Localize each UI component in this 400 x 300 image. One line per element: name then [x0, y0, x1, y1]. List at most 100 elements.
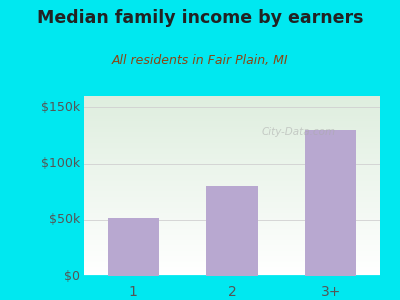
Bar	[84, 159, 380, 160]
Bar	[84, 186, 380, 187]
Bar	[84, 96, 380, 97]
Bar	[84, 268, 380, 269]
Bar	[84, 103, 380, 104]
Bar	[84, 193, 380, 194]
Bar	[84, 206, 380, 207]
Bar	[84, 133, 380, 134]
Bar	[84, 168, 380, 169]
Bar	[84, 151, 380, 152]
Bar	[84, 264, 380, 265]
Bar	[84, 185, 380, 186]
Bar	[84, 152, 380, 153]
Bar	[84, 213, 380, 214]
Text: City-Data.com: City-Data.com	[262, 127, 336, 137]
Bar	[84, 220, 380, 221]
Bar	[84, 196, 380, 197]
Bar	[84, 144, 380, 145]
Bar	[84, 162, 380, 163]
Bar	[84, 155, 380, 156]
Bar	[84, 236, 380, 237]
Bar	[84, 126, 380, 127]
Bar	[84, 132, 380, 133]
Text: $150k: $150k	[41, 101, 80, 114]
Bar	[84, 262, 380, 263]
Bar	[84, 242, 380, 243]
Bar	[84, 143, 380, 144]
Bar	[84, 243, 380, 244]
Bar	[84, 274, 380, 275]
Bar	[84, 253, 380, 254]
Bar	[84, 204, 380, 205]
Bar	[84, 119, 380, 120]
Bar	[84, 116, 380, 117]
Bar	[84, 201, 380, 202]
Bar	[84, 252, 380, 253]
Bar	[84, 166, 380, 167]
Bar	[84, 160, 380, 161]
Bar	[84, 266, 380, 267]
Bar	[84, 137, 380, 138]
Bar	[84, 170, 380, 171]
Bar	[84, 138, 380, 139]
Bar	[84, 178, 380, 179]
Bar	[84, 109, 380, 110]
Bar	[84, 244, 380, 245]
Bar	[84, 234, 380, 235]
Bar	[84, 102, 380, 103]
Bar	[84, 192, 380, 193]
Bar	[84, 255, 380, 256]
Bar	[84, 260, 380, 261]
Bar	[84, 121, 380, 122]
Bar	[84, 225, 380, 226]
Bar	[84, 257, 380, 258]
Bar	[84, 177, 380, 178]
Bar	[84, 226, 380, 227]
Bar	[84, 184, 380, 185]
Bar	[84, 211, 380, 212]
Bar	[84, 229, 380, 230]
Bar	[84, 273, 380, 274]
Bar	[84, 140, 380, 141]
Bar	[84, 241, 380, 242]
Bar	[84, 165, 380, 166]
Bar	[84, 176, 380, 177]
Bar	[84, 269, 380, 270]
Bar	[84, 254, 380, 255]
Bar	[84, 230, 380, 231]
Bar	[84, 180, 380, 181]
Bar	[84, 179, 380, 180]
Bar	[84, 181, 380, 182]
Bar	[84, 123, 380, 124]
Bar	[84, 263, 380, 264]
Bar	[84, 267, 380, 268]
Bar	[84, 130, 380, 131]
Text: $0: $0	[64, 269, 80, 283]
Text: All residents in Fair Plain, MI: All residents in Fair Plain, MI	[112, 54, 288, 67]
Bar	[84, 183, 380, 184]
Text: $100k: $100k	[41, 157, 80, 170]
Bar	[84, 218, 380, 219]
Bar	[84, 270, 380, 271]
Bar	[84, 265, 380, 266]
Bar	[84, 108, 380, 109]
Bar	[84, 153, 380, 154]
Bar	[84, 222, 380, 223]
Bar	[84, 207, 380, 208]
Bar	[84, 101, 380, 102]
Bar	[84, 235, 380, 236]
Bar	[84, 191, 380, 192]
Bar	[84, 197, 380, 198]
Bar	[305, 130, 356, 276]
Bar	[84, 223, 380, 224]
Bar	[84, 158, 380, 159]
Bar	[84, 161, 380, 162]
Bar	[84, 171, 380, 172]
Bar	[84, 122, 380, 123]
Bar	[84, 128, 380, 129]
Bar	[84, 157, 380, 158]
Bar	[84, 188, 380, 189]
Bar	[84, 174, 380, 175]
Bar	[84, 107, 380, 108]
Bar	[84, 100, 380, 101]
Bar	[84, 131, 380, 132]
